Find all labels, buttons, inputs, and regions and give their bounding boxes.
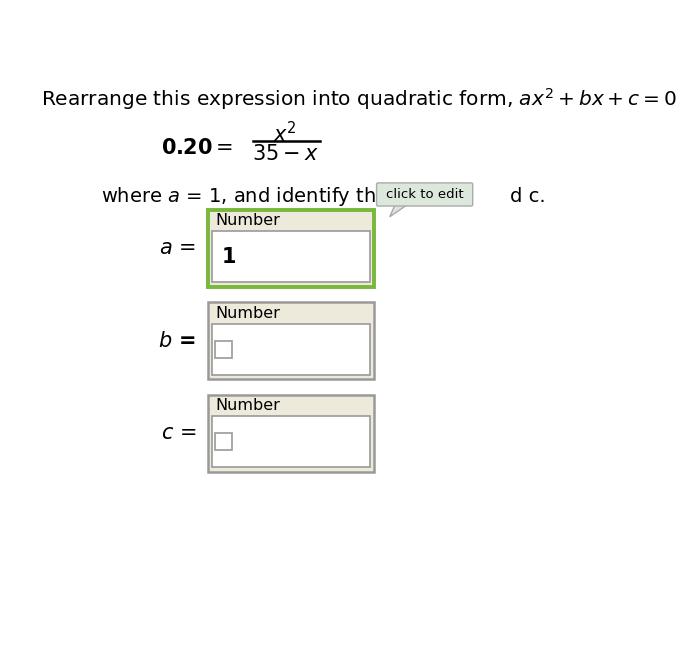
- FancyBboxPatch shape: [212, 417, 370, 467]
- Text: $x^2$: $x^2$: [273, 121, 297, 146]
- Text: 1: 1: [222, 247, 236, 267]
- Text: Rearrange this expression into quadratic form, $ax^2+bx+c = 0$: Rearrange this expression into quadratic…: [41, 86, 677, 112]
- FancyBboxPatch shape: [208, 210, 374, 287]
- FancyBboxPatch shape: [212, 232, 370, 282]
- Text: $35-x$: $35-x$: [252, 144, 318, 164]
- Text: where $a$ = 1, and identify the va: where $a$ = 1, and identify the va: [102, 186, 418, 209]
- Text: $a$ =: $a$ =: [160, 238, 196, 259]
- Text: Number: Number: [216, 305, 280, 320]
- Text: Number: Number: [216, 213, 280, 228]
- Text: Number: Number: [216, 398, 280, 413]
- Text: $c$ =: $c$ =: [160, 423, 196, 443]
- Text: d c.: d c.: [510, 188, 545, 206]
- FancyBboxPatch shape: [208, 395, 374, 472]
- FancyBboxPatch shape: [208, 302, 374, 379]
- Text: $\mathbf{0.20} =$: $\mathbf{0.20} =$: [161, 138, 233, 159]
- FancyBboxPatch shape: [212, 324, 370, 374]
- FancyBboxPatch shape: [377, 183, 472, 206]
- Polygon shape: [390, 205, 407, 216]
- Text: click to edit: click to edit: [386, 188, 463, 201]
- FancyBboxPatch shape: [216, 433, 232, 450]
- Text: $b$ =: $b$ =: [158, 331, 196, 351]
- FancyBboxPatch shape: [216, 341, 232, 358]
